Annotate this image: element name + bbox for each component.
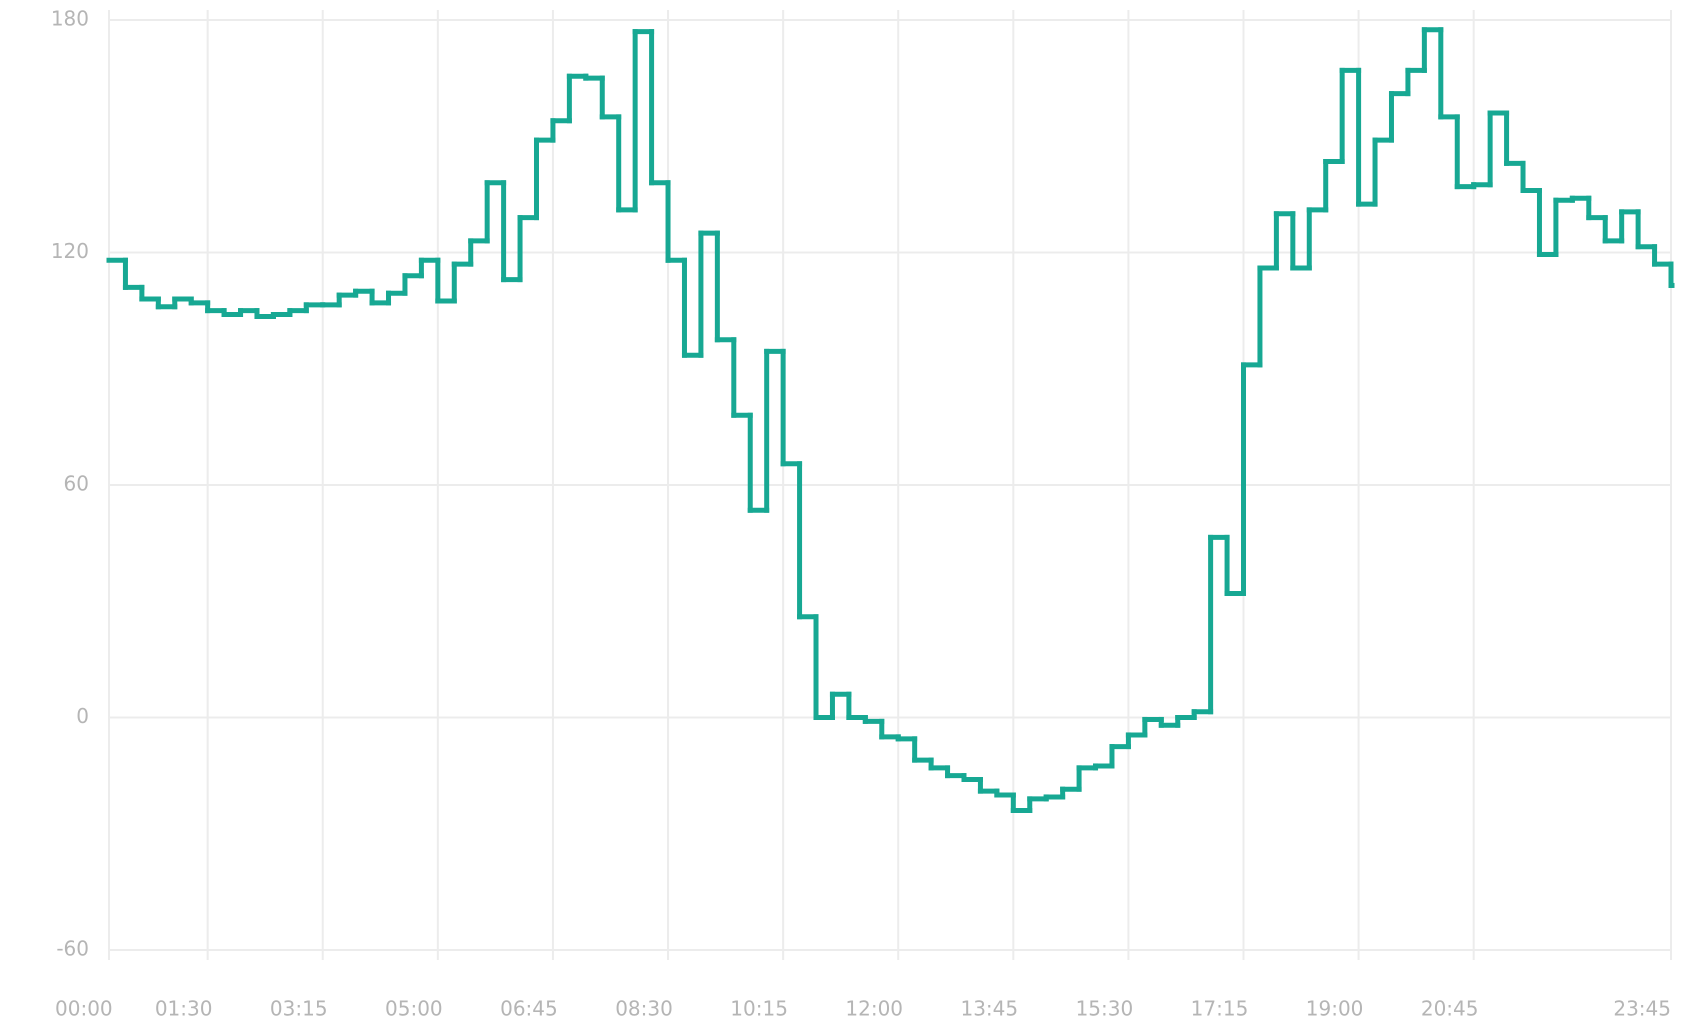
- x-tick-label: 08:30: [615, 997, 673, 1021]
- x-tick-label: 15:30: [1076, 997, 1134, 1021]
- x-tick-label: 01:30: [155, 997, 213, 1021]
- x-tick-label: 05:00: [385, 997, 443, 1021]
- x-tick-label: 00:00: [55, 997, 113, 1021]
- x-tick-label: 06:45: [500, 997, 558, 1021]
- x-tick-label: 19:00: [1306, 997, 1364, 1021]
- y-tick-label: 180: [51, 7, 89, 31]
- y-tick-label: 60: [64, 472, 89, 496]
- x-tick-label: 10:15: [730, 997, 788, 1021]
- x-tick-label: 23:45: [1613, 997, 1671, 1021]
- x-tick-label: 03:15: [270, 997, 328, 1021]
- y-tick-label: -60: [56, 937, 89, 961]
- y-tick-label: 120: [51, 239, 89, 263]
- x-tick-label: 20:45: [1421, 997, 1479, 1021]
- x-tick-label: 13:45: [960, 997, 1018, 1021]
- y-tick-label: 0: [76, 704, 89, 728]
- x-tick-label: 17:15: [1191, 997, 1249, 1021]
- x-tick-label: 12:00: [845, 997, 903, 1021]
